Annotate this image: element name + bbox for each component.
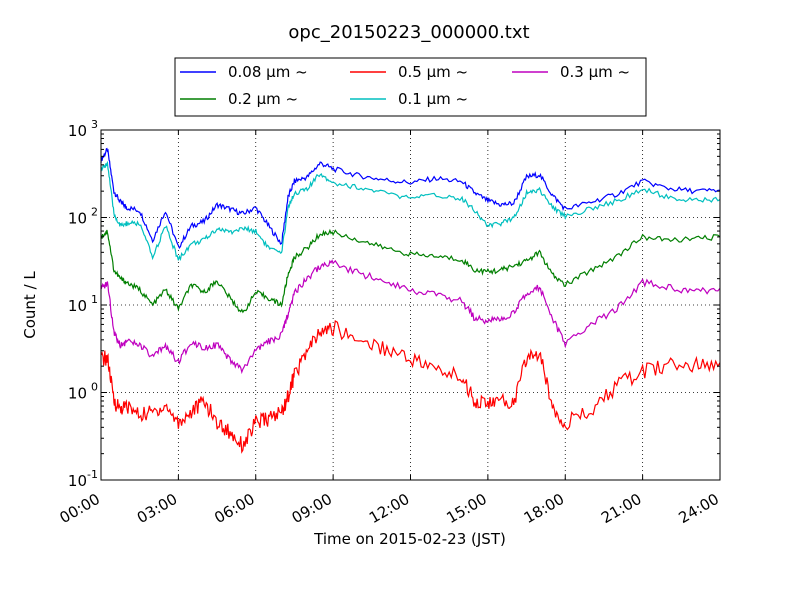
y-tick-base: 10	[68, 385, 87, 403]
y-tick-label: 10	[68, 210, 87, 228]
y-tick-base: 10	[68, 122, 87, 140]
series-line-1	[100, 228, 721, 314]
legend-entries: 0.08 μm ~ 0.2 μm ~ 0.5 μm ~ 0.1 μm ~ 0.3 μm …	[180, 63, 630, 108]
y-tick-exponent: 3	[91, 118, 98, 131]
y-tick-base: 10	[68, 472, 87, 490]
y-tick-label: 10	[68, 472, 87, 490]
series-line-4	[100, 259, 721, 375]
y-tick-exponent: 2	[91, 206, 98, 219]
series-line-3	[100, 160, 721, 262]
legend-label: 0.3 μm ~	[560, 63, 630, 81]
y-tick-base: 10	[68, 210, 87, 228]
y-tick-label: 10	[68, 122, 87, 140]
y-tick-exponent: 0	[91, 381, 98, 394]
legend-label: 0.08 μm ~	[228, 63, 308, 81]
legend-box	[174, 57, 647, 117]
plot-area	[101, 130, 720, 480]
legend-label: 0.1 μm ~	[398, 90, 468, 108]
y-tick-label: 10	[68, 297, 87, 315]
plot-frame	[100, 129, 721, 481]
series-line-0	[100, 147, 721, 250]
legend-label: 0.5 μm ~	[398, 63, 468, 81]
y-tick-exponent: 1	[91, 293, 98, 306]
y-tick-exponent: -1	[87, 468, 98, 481]
series-lines	[100, 147, 721, 454]
y-axis-label: Count / L	[21, 271, 39, 339]
y-tick-base: 10	[68, 297, 87, 315]
y-tick-label: 10	[68, 385, 87, 403]
chart-title: opc_20150223_000000.txt	[288, 22, 529, 43]
series-line-2	[100, 320, 721, 454]
legend: 0.08 μm ~ 0.2 μm ~ 0.5 μm ~ 0.1 μm ~ 0.3 μm …	[174, 57, 647, 117]
legend-label: 0.2 μm ~	[228, 90, 298, 108]
x-axis-label: Time on 2015-02-23 (JST)	[313, 530, 506, 548]
